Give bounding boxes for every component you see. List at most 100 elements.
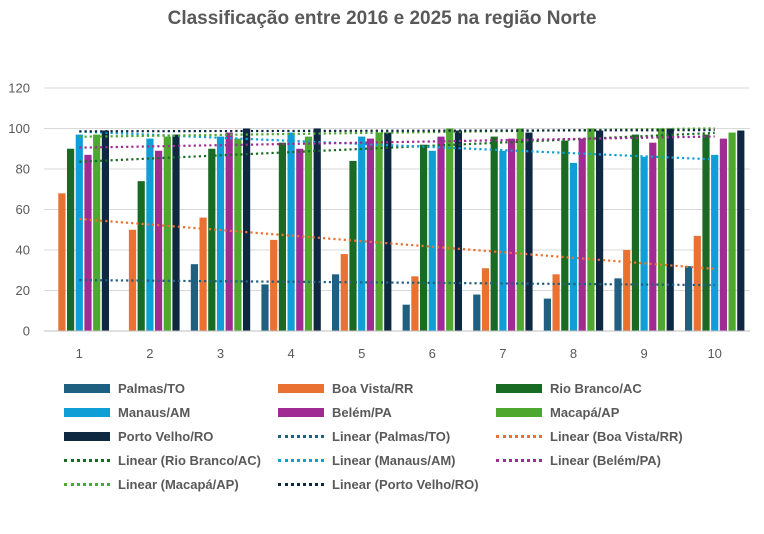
legend-label: Manaus/AM bbox=[118, 404, 191, 420]
legend-label: Belém/PA bbox=[332, 404, 392, 420]
bar bbox=[58, 193, 66, 331]
legend-item: Linear (Macapá/AP) bbox=[64, 474, 239, 494]
bar bbox=[596, 130, 604, 331]
legend-item: Macapá/AP bbox=[496, 402, 619, 422]
bar bbox=[67, 148, 75, 331]
legend-label: Rio Branco/AC bbox=[550, 380, 642, 396]
legend-line-swatch bbox=[496, 458, 542, 462]
legend-swatch bbox=[496, 407, 542, 417]
legend-item: Linear (Palmas/TO) bbox=[278, 426, 450, 446]
legend-swatch bbox=[278, 383, 324, 393]
legend-line-swatch bbox=[278, 482, 324, 486]
legend-line-swatch bbox=[278, 458, 324, 462]
legend-label: Linear (Palmas/TO) bbox=[332, 428, 451, 444]
bar bbox=[737, 130, 745, 331]
bar bbox=[340, 254, 348, 331]
bar bbox=[208, 148, 216, 331]
y-tick-label: 80 bbox=[16, 162, 30, 177]
legend-item: Porto Velho/RO bbox=[64, 426, 213, 446]
bar bbox=[93, 134, 101, 331]
bar bbox=[146, 138, 154, 331]
bar bbox=[358, 136, 366, 331]
bar bbox=[375, 132, 383, 331]
bar bbox=[84, 154, 92, 331]
bar bbox=[614, 278, 622, 331]
legend-swatch bbox=[278, 407, 324, 417]
trendlines bbox=[79, 127, 715, 287]
bar bbox=[366, 138, 374, 331]
bar bbox=[137, 181, 145, 331]
chart-title: Classificação entre 2016 e 2025 na regiã… bbox=[167, 8, 597, 29]
bar bbox=[411, 276, 419, 331]
bar bbox=[711, 154, 719, 331]
bar bbox=[155, 150, 163, 331]
y-tick-label: 60 bbox=[16, 202, 30, 217]
bar bbox=[313, 128, 321, 331]
legend-item: Belém/PA bbox=[278, 402, 392, 422]
legend-label: Linear (Rio Branco/AC) bbox=[118, 452, 262, 468]
legend-label: Linear (Belém/PA) bbox=[550, 452, 662, 468]
bar bbox=[446, 128, 454, 331]
legend-swatch bbox=[64, 407, 110, 417]
bar bbox=[640, 156, 648, 331]
x-tick-label: 5 bbox=[358, 346, 365, 361]
bar bbox=[516, 128, 524, 331]
legend-swatch bbox=[64, 431, 110, 441]
y-tick-label: 0 bbox=[23, 324, 30, 339]
legend-item: Palmas/TO bbox=[64, 378, 185, 398]
bar bbox=[420, 144, 428, 331]
legend-swatch bbox=[64, 383, 110, 393]
legend-item: Rio Branco/AC bbox=[496, 378, 642, 398]
bar bbox=[525, 132, 533, 331]
legend-line-swatch bbox=[278, 434, 324, 438]
legend-label: Boa Vista/RR bbox=[332, 380, 414, 396]
bar bbox=[623, 250, 631, 331]
legend-label: Porto Velho/RO bbox=[118, 428, 214, 444]
bar bbox=[481, 268, 490, 331]
y-tick-label: 100 bbox=[8, 121, 30, 136]
x-tick-label: 1 bbox=[76, 346, 83, 361]
trendline bbox=[79, 217, 715, 270]
legend-line-swatch bbox=[64, 482, 110, 486]
bar bbox=[402, 304, 410, 331]
bar bbox=[349, 160, 357, 331]
y-tick-label: 20 bbox=[16, 283, 30, 298]
legend-line-swatch bbox=[496, 434, 542, 438]
bar bbox=[163, 136, 171, 331]
x-tick-label: 4 bbox=[287, 346, 294, 361]
bar bbox=[243, 128, 251, 331]
bar bbox=[702, 134, 710, 331]
legend-label: Linear (Macapá/AP) bbox=[118, 476, 239, 492]
trendline bbox=[79, 129, 715, 133]
trendline bbox=[79, 279, 715, 287]
x-tick-label: 2 bbox=[146, 346, 153, 361]
legend-item: Boa Vista/RR bbox=[278, 378, 413, 398]
bar bbox=[578, 138, 586, 331]
legend-label: Macapá/AP bbox=[550, 404, 620, 420]
bar bbox=[666, 128, 674, 331]
bar bbox=[172, 134, 180, 331]
bar bbox=[728, 132, 736, 331]
bar bbox=[199, 217, 207, 331]
bar bbox=[75, 134, 83, 331]
bar bbox=[296, 148, 304, 331]
trendline bbox=[79, 135, 715, 149]
bar bbox=[384, 132, 392, 331]
x-tick-label: 8 bbox=[570, 346, 577, 361]
legend-item: Linear (Boa Vista/RR) bbox=[496, 426, 683, 446]
bar bbox=[693, 235, 701, 331]
y-tick-label: 120 bbox=[8, 81, 30, 96]
bar bbox=[101, 130, 109, 331]
bar bbox=[719, 138, 727, 331]
legend-label: Palmas/TO bbox=[118, 380, 185, 396]
bar bbox=[278, 142, 286, 331]
bar bbox=[428, 150, 436, 331]
legend-label: Linear (Manaus/AM) bbox=[332, 452, 456, 468]
legend-line-swatch bbox=[64, 458, 110, 462]
bar bbox=[631, 134, 639, 331]
bar bbox=[304, 136, 313, 331]
bar bbox=[190, 264, 198, 331]
trendline bbox=[79, 127, 715, 138]
y-tick-label: 40 bbox=[16, 243, 30, 258]
